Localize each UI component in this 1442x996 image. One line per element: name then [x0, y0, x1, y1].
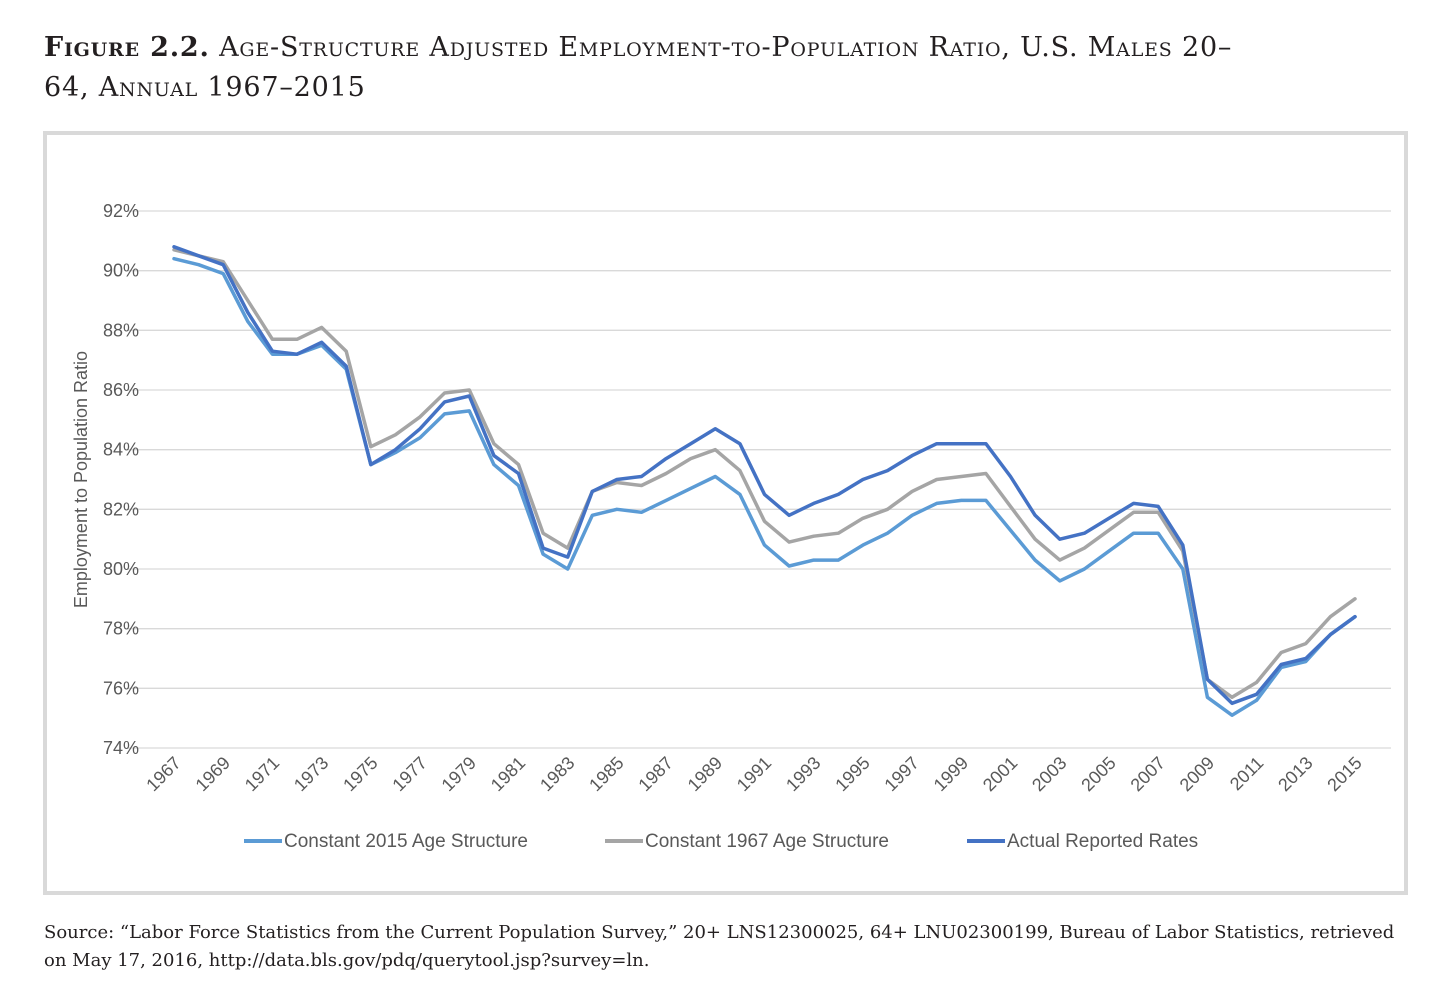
x-tick-label: 1989 — [684, 753, 726, 795]
x-tick-label: 1977 — [388, 753, 430, 795]
y-tick-label: 82% — [103, 499, 139, 519]
x-tick-label: 1985 — [585, 753, 627, 795]
figure-title: Figure 2.2. Age-Structure Adjusted Emplo… — [44, 28, 1244, 108]
y-tick-label: 92% — [103, 201, 139, 221]
y-tick-label: 84% — [103, 440, 139, 460]
y-tick-label: 74% — [103, 738, 139, 758]
figure-title-text: Age-Structure Adjusted Employment-to-Pop… — [44, 32, 1233, 103]
x-tick-label: 2007 — [1127, 753, 1169, 795]
x-tick-label: 1995 — [831, 753, 873, 795]
figure-label: Figure 2.2. — [44, 32, 210, 63]
y-tick-label: 90% — [103, 261, 139, 281]
x-tick-label: 1975 — [339, 753, 381, 795]
x-tick-label: 1991 — [733, 753, 775, 795]
x-tick-label: 2001 — [979, 753, 1021, 795]
series-line — [172, 248, 1357, 700]
y-tick-label: 88% — [103, 320, 139, 340]
x-tick-label: 2005 — [1077, 753, 1119, 795]
x-tick-label: 1969 — [192, 753, 234, 795]
y-tick-label: 76% — [103, 678, 139, 698]
y-tick-label: 80% — [103, 559, 139, 579]
x-tick-label: 1987 — [634, 753, 676, 795]
line-chart: 74% 76% 78% 80% 82% 84% 86% 88% 90% 92% Employment… — [71, 201, 1391, 852]
x-tick-label: 1993 — [782, 753, 824, 795]
x-tick-label: 1971 — [241, 753, 283, 795]
x-tick-label: 2009 — [1176, 753, 1218, 795]
series-line — [172, 256, 1357, 717]
y-tick-label: 78% — [103, 619, 139, 639]
x-tick-label: 2003 — [1028, 753, 1070, 795]
x-tick-label: 2015 — [1323, 753, 1365, 795]
x-tick-label: 1973 — [290, 753, 332, 795]
x-tick-label: 1983 — [536, 753, 578, 795]
legend-label: Constant 1967 Age Structure — [645, 831, 889, 852]
x-tick-label: 1999 — [930, 753, 972, 795]
legend-label: Constant 2015 Age Structure — [284, 831, 528, 852]
x-tick-label: 1981 — [487, 753, 529, 795]
y-axis-title: Employment to Population Ratio — [71, 351, 91, 608]
chart-frame: 74% 76% 78% 80% 82% 84% 86% 88% 90% 92% Employment… — [43, 131, 1408, 895]
x-tick-label: 1997 — [880, 753, 922, 795]
x-tick-label: 1979 — [438, 753, 480, 795]
x-tick-label: 2011 — [1226, 753, 1268, 795]
x-tick-label: 2013 — [1274, 753, 1316, 795]
y-tick-label: 86% — [103, 380, 139, 400]
source-note: Source: “Labor Force Statistics from the… — [44, 922, 1395, 971]
legend-label: Actual Reported Rates — [1007, 831, 1198, 852]
series-line — [172, 245, 1357, 706]
x-tick-label: 1967 — [142, 753, 184, 795]
